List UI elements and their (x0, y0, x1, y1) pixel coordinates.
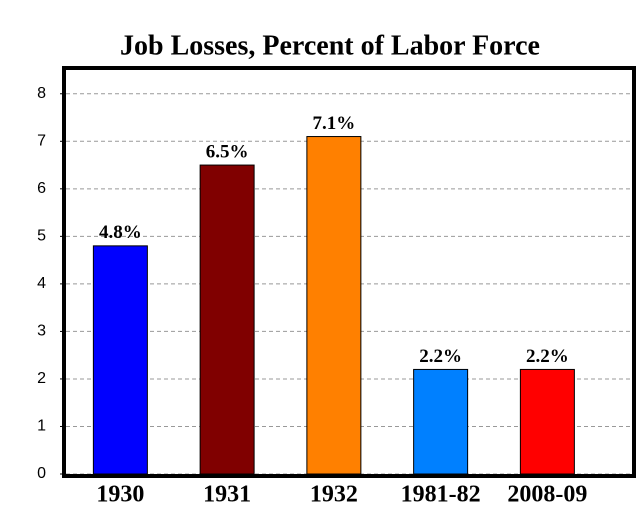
bar (413, 368, 469, 475)
x-tick-label: 1931 (203, 482, 251, 508)
value-label: 4.8% (99, 222, 142, 243)
value-label: 6.5% (206, 141, 249, 162)
y-tick-label: 6 (37, 180, 46, 197)
bar (519, 368, 575, 475)
plot-frame (62, 66, 636, 478)
y-tick-label: 2 (37, 370, 46, 387)
y-tick-label: 8 (37, 85, 46, 102)
y-tick-label: 3 (37, 323, 46, 340)
value-label: 2.2% (419, 346, 462, 367)
value-label: 2.2% (526, 346, 569, 367)
value-label: 7.1% (313, 113, 356, 134)
chart-title: Job Losses, Percent of Labor Force (120, 30, 540, 61)
bar (306, 136, 362, 475)
bar (92, 245, 148, 475)
y-tick-label: 0 (37, 465, 46, 482)
x-tick-label: 1930 (96, 482, 144, 508)
x-tick-label: 1932 (310, 482, 358, 508)
y-tick-label: 1 (37, 418, 46, 435)
x-tick-label: 2008-09 (507, 482, 587, 508)
y-tick-label: 5 (37, 228, 46, 245)
y-tick-label: 7 (37, 133, 46, 150)
bar (199, 164, 255, 475)
y-tick-label: 4 (37, 275, 46, 292)
x-tick-label: 1981-82 (401, 482, 481, 508)
